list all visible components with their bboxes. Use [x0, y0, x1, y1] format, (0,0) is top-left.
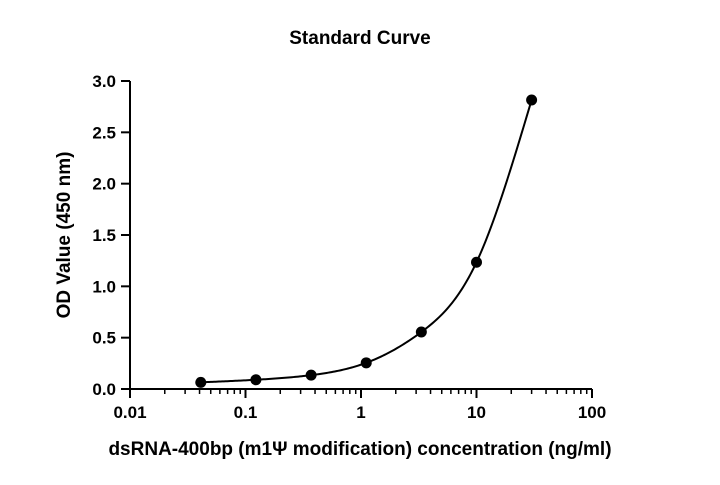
- x-tick-label: 1: [356, 403, 365, 422]
- y-tick-label: 2.5: [92, 123, 116, 142]
- data-point: [250, 374, 262, 386]
- data-point: [195, 376, 207, 388]
- x-tick-label: 10: [467, 403, 486, 422]
- y-tick-label: 0.0: [92, 380, 116, 399]
- y-tick-label: 3.0: [92, 72, 116, 91]
- y-tick-label: 0.5: [92, 329, 116, 348]
- chart-title: Standard Curve: [289, 28, 430, 49]
- y-tick-label: 1.5: [92, 226, 116, 245]
- x-axis-title: dsRNA-400bp (m1Ψ modification) concentra…: [108, 439, 611, 460]
- data-points-layer: [195, 94, 538, 388]
- x-tick-label: 0.1: [234, 403, 258, 422]
- y-tick-label: 1.0: [92, 277, 116, 296]
- data-point: [526, 94, 538, 106]
- data-point: [305, 369, 317, 381]
- axes: 0.01 0.1 1 10 100 0.0 0.5 1.0 1.5 2.0 2.5 3.0: [92, 72, 606, 422]
- data-point: [415, 326, 427, 338]
- data-point: [471, 256, 482, 268]
- fit-curve: [200, 99, 533, 384]
- data-point: [360, 357, 372, 369]
- x-tick-label: 100: [578, 403, 606, 422]
- y-axis-title: OD Value (450 nm): [54, 152, 75, 319]
- x-tick-label: 0.01: [113, 403, 146, 422]
- fit-curve-layer: [200, 99, 533, 384]
- y-tick-label: 2.0: [92, 175, 116, 194]
